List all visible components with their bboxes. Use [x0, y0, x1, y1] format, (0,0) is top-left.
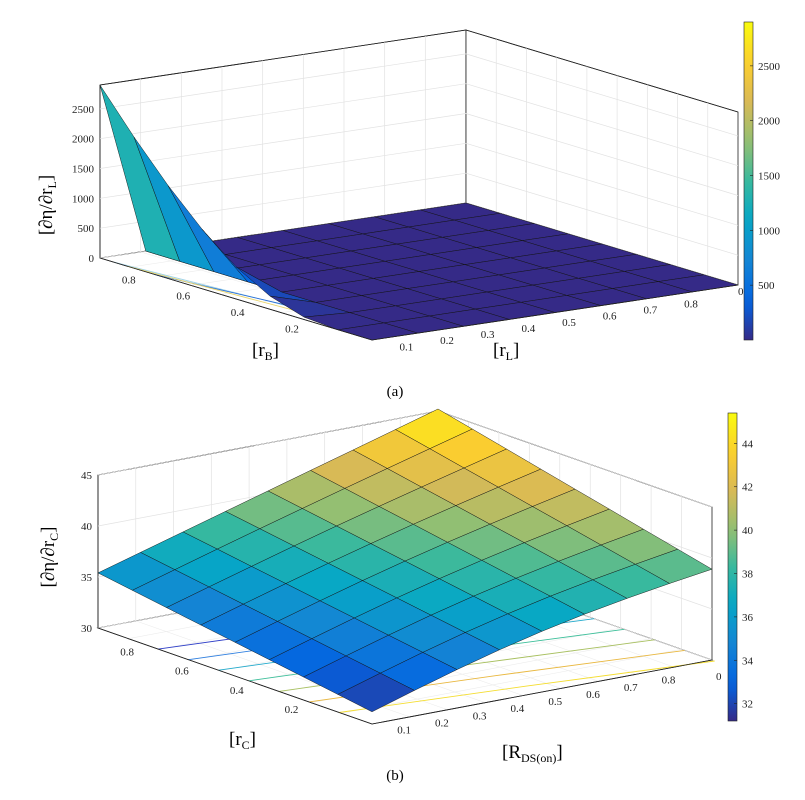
- z-tick-label: 1000: [72, 193, 95, 205]
- x-tick-label: 0.4: [511, 703, 525, 715]
- y-axis-line: [99, 257, 373, 341]
- colorbar-tick-label: 38: [742, 569, 754, 581]
- panel-b-x-axis-label: [RDS(on)]: [502, 742, 563, 765]
- panel-a-y-axis-label: [rB]: [252, 340, 279, 363]
- z-tick-label: 35: [81, 572, 93, 584]
- colorbar-tick-label: 2000: [758, 116, 781, 128]
- colorbar-tick-label: 1000: [758, 225, 781, 237]
- z-tick-label: 0: [89, 253, 95, 265]
- colorbar: [743, 21, 754, 341]
- clipped-tick-label: 0: [716, 671, 722, 683]
- x-tick-label: 0.3: [473, 710, 487, 722]
- panel-a-chart: 0.1 0.2 0.3 0.4 0.5 0.6 0.7 0.8 0.8 0.6 0.4 0.2 0 500…: [72, 21, 781, 353]
- z-tick-label: 1500: [72, 164, 95, 176]
- grid-line: [99, 83, 739, 167]
- panel-b-chart: 0.1 0.2 0.3 0.4 0.5 0.6 0.7 0.8 0.8 0.6 0.4 0.2 30 35…: [81, 408, 754, 737]
- panel-a-z-axis-label: [∂η/∂rL]: [36, 175, 59, 235]
- z-tick-label: 2500: [72, 104, 95, 116]
- y-tick-label: 0.4: [231, 307, 245, 319]
- panel-a-x-axis-label: [rL]: [493, 340, 519, 363]
- z-tick-label: 500: [78, 223, 95, 235]
- grid-line: [99, 142, 739, 226]
- y-tick-label: 0.2: [285, 704, 299, 716]
- x-tick-label: 0.7: [624, 682, 638, 694]
- z-tick-label: 45: [81, 470, 93, 482]
- x-tick-label: 0.1: [397, 725, 411, 737]
- y-tick-label: 0.2: [285, 324, 299, 336]
- contour-line: [339, 660, 715, 713]
- x-tick-label: 0.5: [548, 696, 562, 708]
- z-tick-label: 2000: [72, 134, 95, 146]
- colorbar-tick-label: 42: [742, 482, 753, 494]
- colorbar-tick-label: 44: [742, 438, 754, 450]
- panel-b-z-axis-label: [∂η/∂rC]: [38, 527, 61, 588]
- x-axis-line: [371, 284, 739, 341]
- z-tick-label: 30: [81, 623, 93, 635]
- colorbar-tick-label: 36: [742, 612, 754, 624]
- grid-line: [99, 53, 739, 137]
- y-tick-label: 0.6: [176, 291, 190, 303]
- colorbar-tick-label: 500: [758, 280, 775, 292]
- panel-a-caption: (a): [387, 384, 404, 400]
- contour-line: [127, 265, 306, 314]
- panel-b-y-axis-label: [rC]: [229, 729, 256, 752]
- y-tick-label: 0.6: [175, 666, 189, 678]
- x-tick-label: 0.4: [521, 323, 535, 335]
- z-tick-label: 40: [81, 521, 93, 533]
- colorbar-tick-label: 32: [742, 699, 753, 711]
- panel-b-caption: (b): [386, 768, 404, 784]
- x-tick-label: 0.5: [562, 317, 576, 329]
- x-tick-label: 0.2: [440, 335, 454, 347]
- x-tick-label: 0.8: [662, 675, 676, 687]
- x-tick-label: 0.1: [399, 341, 413, 353]
- grid-line: [99, 113, 739, 196]
- x-tick-label: 0.8: [684, 299, 698, 311]
- colorbar-tick-label: 34: [742, 655, 754, 667]
- clipped-tick-label: 0: [738, 286, 744, 298]
- colorbar-tick-label: 40: [742, 525, 754, 537]
- grid-line: [99, 172, 739, 256]
- x-tick-label: 0.2: [435, 717, 449, 729]
- colorbar-tick-label: 1500: [758, 171, 781, 183]
- x-tick-label: 0.3: [481, 329, 495, 341]
- x-axis-line: [371, 659, 713, 725]
- x-tick-label: 0.7: [643, 305, 657, 317]
- y-tick-label: 0.8: [122, 274, 136, 286]
- colorbar-tick-label: 2500: [758, 61, 781, 73]
- x-tick-label: 0.6: [586, 689, 600, 701]
- surface-patch: [337, 672, 416, 713]
- y-tick-label: 0.8: [120, 646, 134, 658]
- colorbar: [727, 412, 738, 722]
- grid-line: [341, 649, 682, 714]
- y-tick-label: 0.4: [230, 685, 244, 697]
- x-tick-label: 0.6: [603, 311, 617, 323]
- y-axis-line: [97, 627, 373, 725]
